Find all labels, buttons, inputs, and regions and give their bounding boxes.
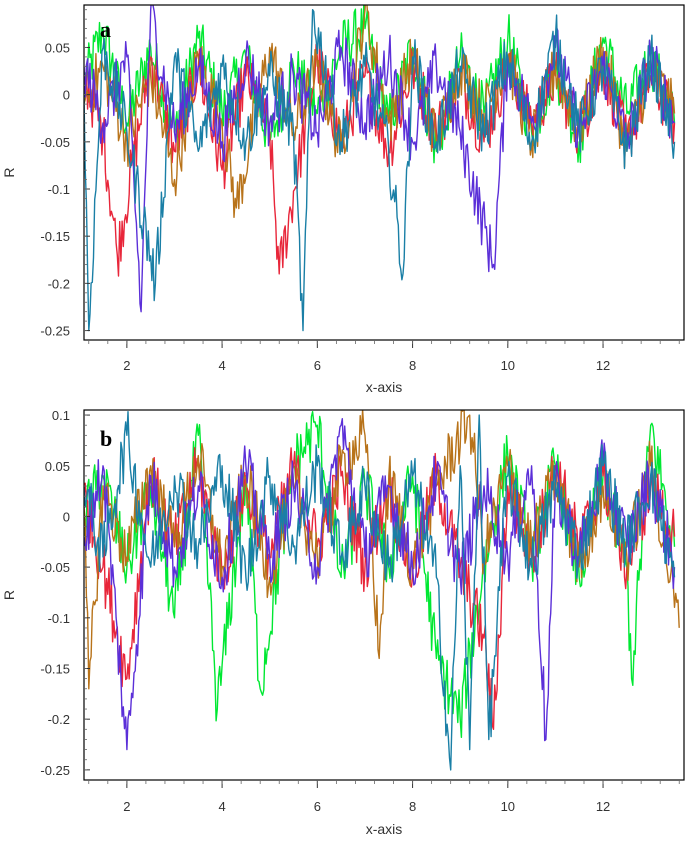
y-tick-label: 0 bbox=[63, 88, 70, 103]
plot-frame bbox=[83, 409, 685, 781]
x-tick-label: 12 bbox=[596, 358, 610, 373]
series-line-5 bbox=[84, 411, 676, 771]
y-tick-label: 0.1 bbox=[52, 408, 70, 423]
x-tick-label: 4 bbox=[218, 799, 225, 814]
y-tick-label: -0.1 bbox=[48, 611, 70, 626]
y-tick-label: -0.2 bbox=[48, 712, 70, 727]
y-tick-label: 0.05 bbox=[45, 459, 70, 474]
series-group bbox=[84, 410, 680, 771]
x-tick-label: 6 bbox=[314, 799, 321, 814]
y-axis-title: R bbox=[1, 590, 17, 600]
x-tick-label: 6 bbox=[314, 358, 321, 373]
y-tick-label: -0.25 bbox=[40, 324, 70, 339]
x-tick-label: 10 bbox=[501, 358, 515, 373]
x-tick-label: 8 bbox=[409, 358, 416, 373]
y-tick-label: -0.2 bbox=[48, 276, 70, 291]
panel-label: a bbox=[100, 17, 111, 42]
x-tick-label: 12 bbox=[596, 799, 610, 814]
series-line-4 bbox=[84, 418, 676, 751]
series-line-5 bbox=[84, 8, 676, 332]
y-tick-label: -0.05 bbox=[40, 560, 70, 575]
y-tick-label: -0.15 bbox=[40, 661, 70, 676]
y-tick-label: 0 bbox=[63, 509, 70, 524]
y-tick-label: -0.05 bbox=[40, 135, 70, 150]
y-tick-label: -0.25 bbox=[40, 763, 70, 778]
y-axis-title: R bbox=[1, 167, 17, 177]
y-tick-label: -0.1 bbox=[48, 182, 70, 197]
y-tick-label: -0.15 bbox=[40, 229, 70, 244]
x-axis-title: x-axis bbox=[366, 821, 403, 837]
series-group bbox=[84, 5, 676, 332]
panel-label: b bbox=[100, 426, 112, 451]
x-axis-title: x-axis bbox=[366, 379, 403, 395]
x-tick-label: 8 bbox=[409, 799, 416, 814]
x-tick-label: 4 bbox=[218, 358, 225, 373]
x-tick-label: 2 bbox=[123, 358, 130, 373]
y-tick-label: 0.05 bbox=[45, 40, 70, 55]
chart-panel-b: 0.1 0.05 0 -0.05 -0.1 -0.15 -0.2 -0.25 2 4 6 8 10 12 x… bbox=[1, 408, 685, 837]
plot-frame bbox=[83, 4, 685, 341]
x-tick-label: 2 bbox=[123, 799, 130, 814]
chart-panel-a: 0.05 0 -0.05 -0.1 -0.15 -0.2 -0.25 2 4 6 8 10 12 x-ax… bbox=[1, 4, 685, 395]
x-tick-label: 10 bbox=[501, 799, 515, 814]
series-line-4 bbox=[84, 5, 676, 313]
